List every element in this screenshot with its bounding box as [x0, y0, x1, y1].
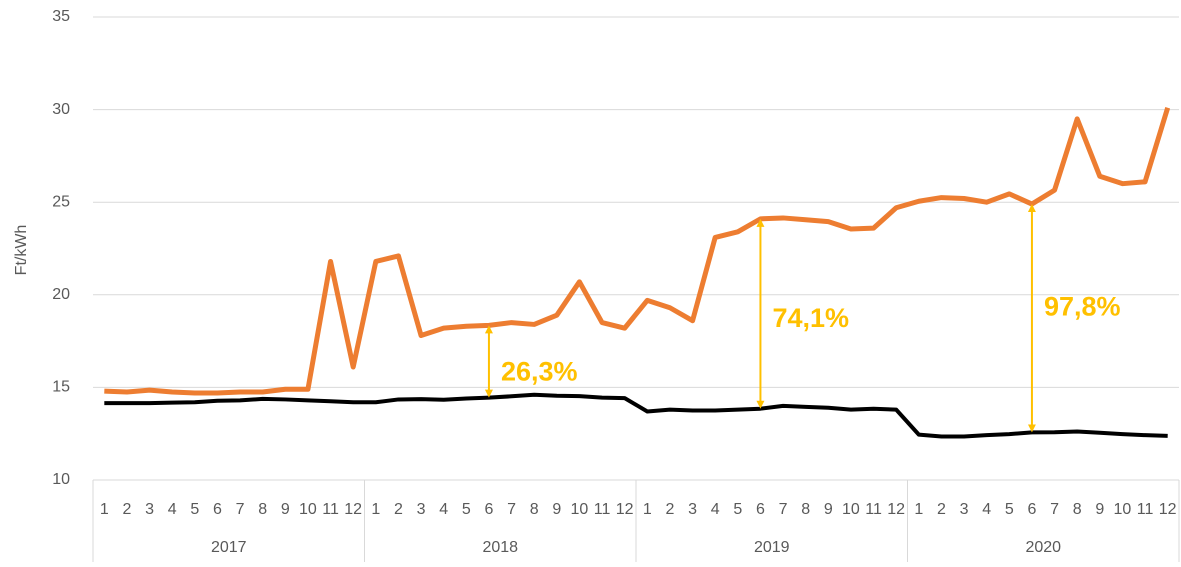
group-label: 2019: [754, 539, 790, 556]
x-tick-label: 7: [236, 501, 245, 518]
x-tick-label: 6: [1027, 501, 1036, 518]
x-tick-label: 2: [665, 501, 674, 518]
x-tick-label: 8: [530, 501, 539, 518]
x-tick-label: 10: [299, 501, 317, 518]
x-tick-label: 4: [168, 501, 177, 518]
x-tick-label: 4: [439, 501, 448, 518]
x-tick-label: 12: [887, 501, 905, 518]
x-tick-label: 3: [960, 501, 969, 518]
x-tick-label: 9: [1095, 501, 1104, 518]
x-tick-label: 1: [643, 501, 652, 518]
group-label: 2018: [482, 539, 518, 556]
x-tick-label: 7: [507, 501, 516, 518]
x-tick-label: 10: [1114, 501, 1132, 518]
x-tick-label: 11: [865, 501, 882, 518]
x-tick-label: 10: [571, 501, 589, 518]
y-axis-label: Ft/kWh: [13, 225, 30, 276]
x-tick-label: 2: [394, 501, 403, 518]
x-tick-label: 12: [1159, 501, 1177, 518]
x-tick-label: 6: [756, 501, 765, 518]
x-tick-label: 2: [122, 501, 131, 518]
x-tick-label: 6: [213, 501, 222, 518]
y-tick-label: 25: [52, 193, 70, 210]
y-tick-label: 10: [52, 471, 70, 488]
x-tick-label: 12: [344, 501, 362, 518]
x-tick-label: 3: [688, 501, 697, 518]
x-tick-label: 8: [801, 501, 810, 518]
x-tick-label: 7: [1050, 501, 1059, 518]
y-tick-label: 20: [52, 286, 70, 303]
x-tick-label: 1: [100, 501, 109, 518]
x-tick-label: 8: [258, 501, 267, 518]
annotation-label: 97,8%: [1044, 291, 1121, 321]
x-tick-label: 5: [1005, 501, 1014, 518]
x-tick-label: 7: [779, 501, 788, 518]
group-label: 2017: [211, 539, 247, 556]
x-tick-label: 3: [145, 501, 154, 518]
x-tick-label: 5: [190, 501, 199, 518]
x-tick-label: 12: [616, 501, 634, 518]
x-tick-label: 10: [842, 501, 860, 518]
x-tick-label: 5: [462, 501, 471, 518]
x-tick-label: 5: [733, 501, 742, 518]
x-tick-label: 3: [417, 501, 426, 518]
series-line: [104, 107, 1171, 396]
x-tick-label: 4: [711, 501, 720, 518]
x-tick-label: 4: [982, 501, 991, 518]
x-tick-label: 6: [484, 501, 493, 518]
x-tick-label: 9: [281, 501, 290, 518]
y-tick-label: 30: [52, 101, 70, 118]
x-tick-label: 11: [322, 501, 339, 518]
annotation-label: 26,3%: [501, 357, 578, 387]
x-tick-label: 9: [552, 501, 561, 518]
x-tick-label: 11: [1137, 501, 1154, 518]
annotation-label: 74,1%: [772, 303, 849, 333]
x-tick-label: 2: [937, 501, 946, 518]
x-tick-label: 1: [371, 501, 380, 518]
series-line: [104, 392, 1168, 439]
x-tick-label: 1: [914, 501, 923, 518]
y-tick-label: 15: [52, 379, 70, 396]
x-tick-label: 9: [824, 501, 833, 518]
x-tick-label: 11: [594, 501, 611, 518]
y-tick-label: 35: [52, 8, 70, 25]
group-label: 2020: [1025, 539, 1061, 556]
x-tick-label: 8: [1073, 501, 1082, 518]
